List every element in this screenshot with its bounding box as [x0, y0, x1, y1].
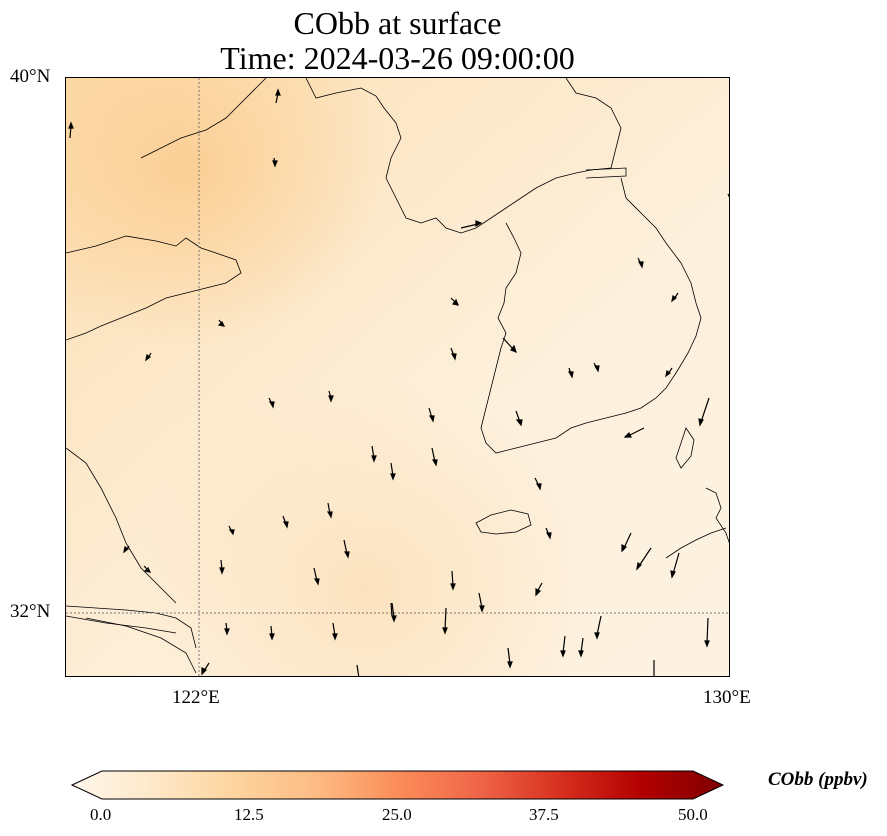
- map-panel: [65, 77, 730, 677]
- colorbar-title: CObb (ppbv): [768, 769, 868, 790]
- wind-arrow: [578, 637, 584, 658]
- wind-arrow: [219, 559, 225, 575]
- wind-arrow: [217, 319, 226, 327]
- wind-arrow: [727, 193, 729, 198]
- wind-arrow: [698, 397, 710, 427]
- lat-label-40n: 40°N: [10, 66, 51, 87]
- map-canvas: [66, 78, 729, 676]
- map-title: CObb at surface: [293, 5, 502, 41]
- wind-arrow: [502, 337, 517, 354]
- wind-arrow: [371, 445, 377, 463]
- colorbar-tick-25: 25.0: [382, 805, 412, 824]
- wind-arrow: [545, 527, 552, 540]
- wind-arrow: [390, 602, 393, 617]
- wind-arrow: [594, 615, 602, 640]
- wind-arrow: [621, 532, 632, 553]
- wind-arrow: [343, 539, 350, 559]
- wind-arrow: [665, 367, 673, 378]
- wind-arrow: [356, 664, 360, 676]
- colorbar-tick-12-5: 12.5: [234, 805, 264, 824]
- colorbar-gradient: [70, 770, 725, 800]
- wind-arrow: [515, 410, 523, 427]
- wind-arrow: [282, 515, 289, 529]
- wind-arrow: [68, 121, 74, 139]
- map-subtitle-time: Time: 2024-03-26 09:00:00: [220, 40, 575, 76]
- wind-arrow: [535, 582, 543, 597]
- wind-arrow: [671, 292, 679, 303]
- wind-arrow: [623, 427, 645, 438]
- wind-arrow: [143, 565, 152, 573]
- wind-arrow: [534, 477, 542, 491]
- colorbar-tick-50: 50.0: [678, 805, 708, 824]
- wind-arrow: [450, 347, 457, 361]
- wind-arrow: [123, 545, 130, 554]
- wind-arrow: [313, 567, 320, 586]
- wind-arrow: [431, 447, 438, 467]
- lon-label-122e: 122°E: [172, 687, 220, 708]
- lon-label-130e: 130°E: [703, 687, 751, 708]
- wind-arrow: [507, 647, 513, 669]
- wind-arrow: [391, 602, 397, 623]
- lat-label-32n: 32°N: [10, 601, 51, 622]
- colorbar-tick-0: 0.0: [90, 805, 112, 824]
- wind-arrow: [450, 297, 459, 306]
- wind-arrow: [145, 352, 152, 362]
- wind-arrow: [460, 220, 483, 229]
- wind-arrow: [224, 622, 230, 636]
- wind-vectors: [68, 88, 729, 676]
- wind-arrow: [272, 157, 278, 168]
- wind-arrow: [450, 570, 456, 591]
- wind-arrow: [637, 257, 644, 269]
- wind-arrow: [442, 607, 448, 635]
- wind-arrow: [704, 617, 710, 648]
- wind-arrow: [201, 662, 210, 676]
- colorbar: [70, 770, 725, 800]
- wind-arrow: [567, 367, 574, 379]
- wind-arrow: [593, 362, 600, 373]
- wind-arrow: [332, 622, 338, 641]
- wind-arrow: [268, 397, 275, 409]
- wind-arrow: [636, 547, 652, 571]
- wind-arrow: [269, 625, 275, 641]
- wind-arrow: [478, 592, 485, 613]
- concentration-plume-south: [66, 78, 729, 676]
- wind-arrow: [428, 407, 435, 423]
- wind-arrow: [560, 635, 566, 658]
- wind-arrow: [670, 552, 680, 579]
- wind-arrow: [275, 88, 281, 104]
- wind-arrow: [326, 502, 333, 519]
- wind-arrow: [390, 462, 396, 481]
- colorbar-tick-37-5: 37.5: [529, 805, 559, 824]
- wind-arrow: [228, 525, 235, 536]
- wind-arrow: [328, 390, 334, 403]
- map-gridlines: [66, 78, 729, 676]
